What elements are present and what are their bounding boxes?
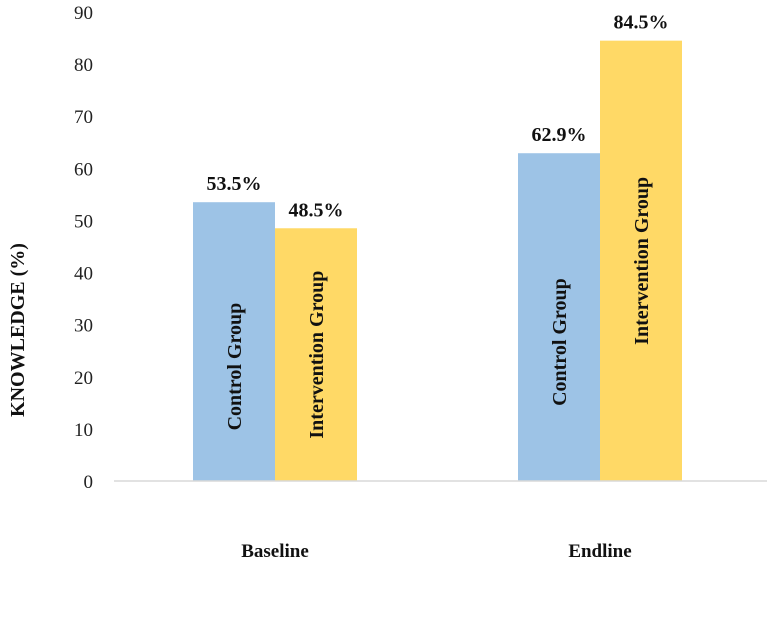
bar	[275, 228, 357, 481]
y-tick-label: 90	[74, 3, 93, 24]
y-axis-label: KNOWLEDGE (%)	[7, 243, 29, 417]
bar	[518, 153, 600, 481]
x-category-label: Baseline	[241, 541, 309, 562]
bar	[193, 202, 275, 481]
y-tick-label: 0	[84, 472, 94, 493]
data-label: 62.9%	[532, 124, 587, 146]
y-tick-label: 40	[74, 264, 93, 285]
y-tick-label: 60	[74, 159, 93, 180]
x-category-label: Endline	[568, 541, 631, 562]
y-tick-label: 30	[74, 316, 93, 337]
series-name-label: Intervention Group	[631, 177, 653, 345]
data-label: 48.5%	[289, 199, 344, 221]
y-tick-label: 80	[74, 55, 93, 76]
y-tick-label: 70	[74, 107, 93, 128]
data-label: 84.5%	[614, 12, 669, 34]
y-tick-label: 50	[74, 211, 93, 232]
y-tick-label: 20	[74, 368, 93, 389]
y-tick-label: 10	[74, 420, 93, 441]
bar	[600, 40, 682, 482]
data-label: 53.5%	[207, 173, 262, 195]
series-name-label: Intervention Group	[306, 271, 328, 439]
series-name-label: Control Group	[224, 303, 246, 431]
series-name-label: Control Group	[549, 278, 571, 406]
